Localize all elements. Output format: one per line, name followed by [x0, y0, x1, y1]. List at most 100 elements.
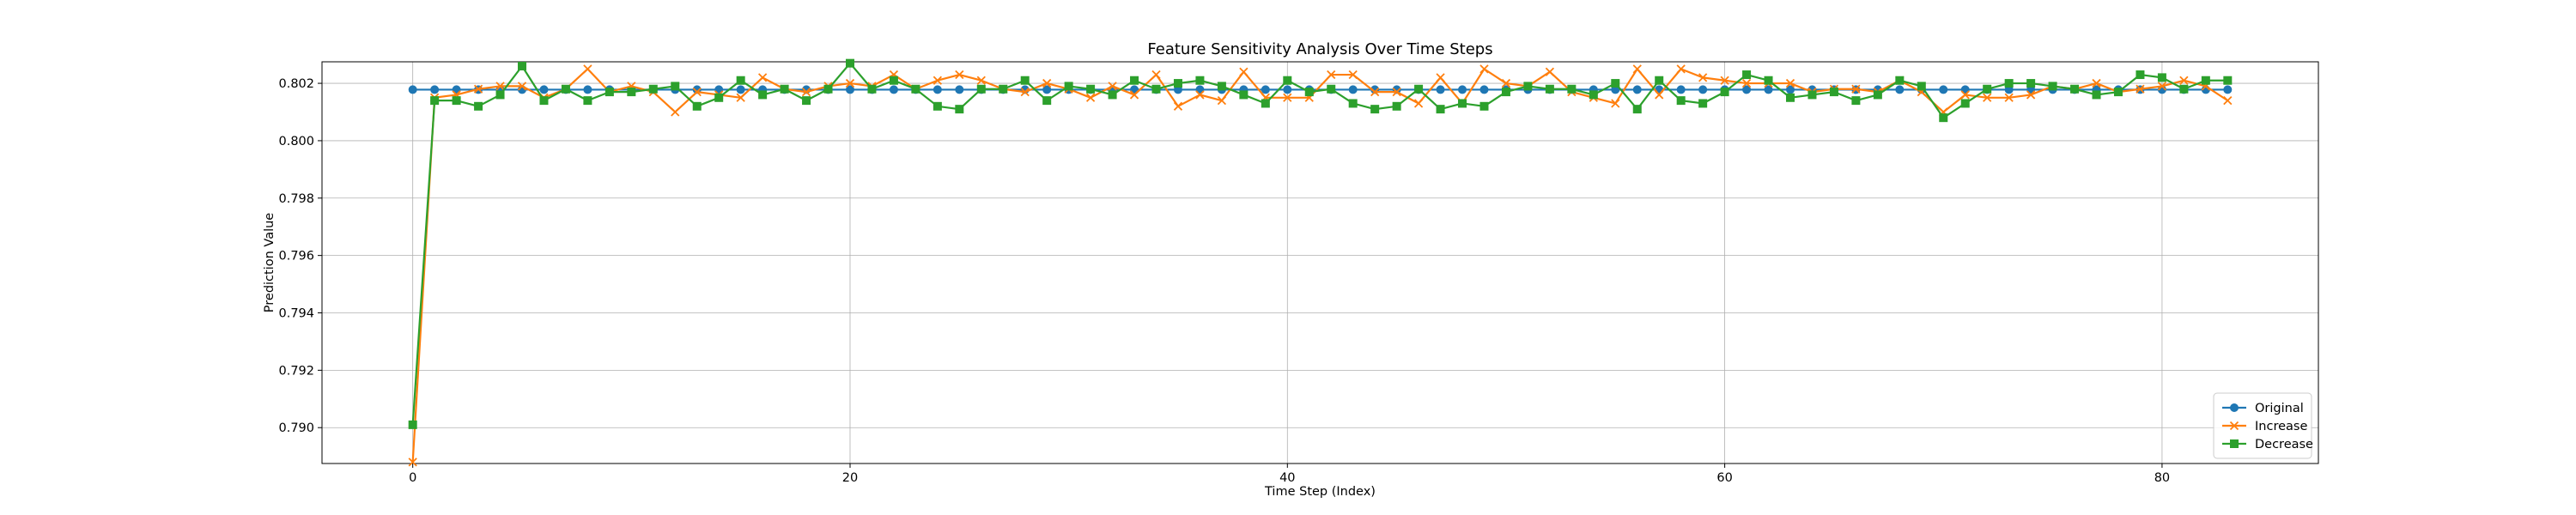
data-point-increase	[2223, 95, 2233, 106]
data-point-decrease	[1720, 88, 1729, 97]
data-point-increase	[1217, 95, 1227, 106]
data-point-increase	[2004, 93, 2014, 102]
x-marker-stroke	[955, 70, 964, 80]
data-point-decrease	[889, 76, 898, 85]
data-point-decrease	[518, 62, 527, 71]
x-marker-stroke	[671, 107, 680, 117]
data-point-decrease	[1851, 96, 1861, 106]
x-marker-stroke	[1392, 87, 1401, 97]
x-tick-label: 20	[842, 471, 858, 485]
data-point-decrease	[495, 90, 505, 100]
data-point-decrease	[736, 76, 745, 85]
data-point-decrease	[692, 101, 702, 111]
data-point-increase	[1392, 87, 1401, 97]
data-point-increase	[1042, 78, 1052, 88]
series	[408, 58, 2233, 467]
data-point-original	[736, 85, 745, 94]
legend-item-increase: Increase	[2222, 420, 2307, 433]
data-point-increase	[1370, 87, 1380, 97]
data-point-decrease	[561, 84, 570, 94]
data-point-original	[933, 85, 942, 94]
data-point-decrease	[845, 58, 854, 68]
data-point-decrease	[1283, 76, 1292, 85]
y-tick-label: 0.794	[278, 307, 314, 321]
data-point-original	[452, 85, 461, 94]
y-tick-label: 0.800	[278, 135, 314, 148]
x-marker-stroke	[1173, 101, 1183, 111]
data-point-decrease	[1348, 99, 1358, 108]
x-marker-stroke	[495, 82, 505, 91]
data-point-increase	[671, 107, 680, 117]
data-point-increase	[1479, 64, 1489, 74]
x-marker-stroke	[408, 457, 417, 467]
data-point-original	[2223, 85, 2233, 94]
x-marker-stroke	[1195, 90, 1205, 100]
data-point-decrease	[2136, 70, 2145, 80]
data-point-decrease	[1130, 76, 1139, 85]
x-marker-stroke	[1327, 70, 1336, 80]
data-point-decrease	[1020, 76, 1030, 85]
x-marker-stroke	[1085, 93, 1096, 102]
data-point-decrease	[1960, 99, 1970, 108]
data-point-decrease	[911, 84, 920, 94]
x-axis-label: Time Step (Index)	[1264, 485, 1376, 499]
y-tick-label: 0.798	[278, 192, 314, 206]
data-point-decrease	[452, 96, 461, 106]
x-tick-label: 40	[1279, 471, 1295, 485]
data-point-increase	[583, 64, 592, 74]
legend-marker	[2230, 439, 2239, 448]
y-axis: 0.790 0.792 0.794 0.796 0.798 0.800 0.802	[278, 77, 322, 435]
x-marker-stroke	[1283, 93, 1292, 102]
data-point-increase	[1741, 78, 1752, 88]
data-point-decrease	[1086, 84, 1096, 94]
data-point-decrease	[999, 84, 1008, 94]
data-point-decrease	[1151, 84, 1161, 94]
data-point-increase	[2136, 84, 2145, 94]
x-marker-stroke	[1720, 76, 1729, 85]
x-marker-stroke	[2004, 93, 2014, 102]
data-point-increase	[2026, 90, 2036, 100]
x-tick-label: 60	[1716, 471, 1732, 485]
data-point-decrease	[1064, 82, 1073, 91]
data-point-decrease	[648, 84, 658, 94]
data-point-increase	[1129, 90, 1139, 100]
data-point-decrease	[1655, 76, 1664, 85]
data-point-increase	[1501, 78, 1511, 88]
x-axis: 0 20 40 60 80	[409, 464, 2170, 485]
data-point-original	[1042, 85, 1052, 94]
data-point-decrease	[671, 82, 680, 91]
data-point-increase	[1085, 93, 1096, 102]
y-tick-label: 0.792	[278, 364, 314, 378]
data-point-increase	[1020, 87, 1030, 97]
data-point-decrease	[2048, 82, 2057, 91]
data-point-original	[1195, 85, 1205, 94]
data-point-decrease	[802, 96, 811, 106]
x-marker-stroke	[1129, 90, 1139, 100]
data-point-original	[539, 85, 549, 94]
y-axis-label: Prediction Value	[263, 213, 276, 313]
data-point-decrease	[1983, 84, 1992, 94]
data-point-decrease	[1173, 79, 1182, 88]
data-point-decrease	[1829, 88, 1838, 97]
x-marker-stroke	[1698, 73, 1708, 82]
data-point-decrease	[1676, 96, 1686, 106]
data-point-decrease	[583, 96, 592, 106]
data-point-increase	[736, 93, 745, 102]
x-marker-stroke	[1983, 93, 1992, 102]
data-point-decrease	[1786, 93, 1795, 102]
data-point-decrease	[1917, 82, 1926, 91]
data-point-decrease	[1589, 90, 1598, 100]
data-point-original	[1130, 85, 1139, 94]
data-point-original	[1698, 85, 1708, 94]
data-point-original	[1764, 85, 1773, 94]
data-point-increase	[801, 87, 811, 97]
data-point-decrease	[1304, 88, 1314, 97]
data-point-increase	[517, 82, 527, 91]
x-marker-stroke	[1960, 90, 1970, 100]
x-marker-stroke	[1348, 70, 1358, 80]
data-point-original	[1436, 85, 1445, 94]
x-marker-stroke	[1676, 64, 1686, 74]
x-marker-stroke	[1108, 82, 1117, 91]
x-marker-stroke	[2157, 82, 2167, 91]
